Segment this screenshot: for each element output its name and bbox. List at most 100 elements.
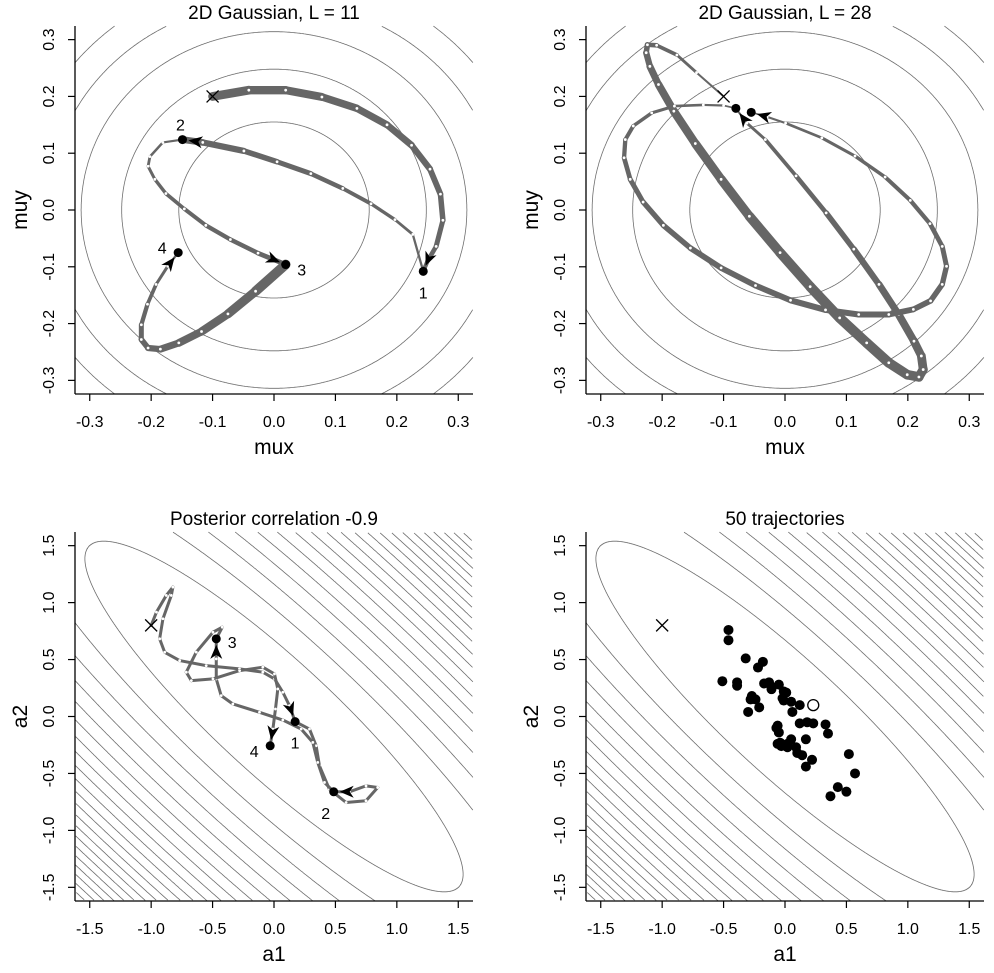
contour-line [121, 68, 427, 352]
trajectory-endpoint-point [808, 718, 819, 729]
leapfrog-step [838, 316, 842, 320]
trajectory-segment [308, 727, 318, 748]
trajectory-segment [311, 740, 320, 764]
leapfrog-step [410, 143, 413, 147]
leapfrog-step [171, 585, 175, 589]
trajectory-endpoint [329, 787, 339, 797]
y-tick-label: -0.3 [552, 366, 569, 394]
trajectory-segment [318, 93, 361, 113]
y-tick-label: -1.5 [552, 873, 569, 901]
plot-area [74, 531, 474, 902]
trajectory-segment [208, 85, 254, 101]
trajectory-segment [853, 154, 887, 179]
x-tick-label: -0.5 [199, 921, 227, 938]
leapfrog-step [284, 88, 288, 92]
leapfrog-step [441, 218, 445, 222]
x-tick-label: 0.0 [263, 921, 285, 938]
contour-line [585, 531, 985, 902]
leapfrog-step [189, 679, 193, 683]
trajectory-segment [214, 677, 223, 698]
leapfrog-step [139, 323, 143, 327]
trajectory-endpoint-point [832, 782, 843, 793]
contour-line [84, 540, 464, 893]
trajectory-segment [787, 297, 829, 313]
contour-line [585, 531, 985, 902]
leapfrog-step [628, 177, 632, 181]
leapfrog-step [158, 347, 162, 351]
leapfrog-step [320, 95, 324, 99]
plot-area [585, 25, 985, 395]
y-tick-label: 0.0 [552, 705, 569, 727]
trajectory-endpoint-point [820, 719, 831, 730]
trajectory-segment [241, 148, 280, 165]
y-tick-label: -0.1 [41, 253, 58, 281]
trajectory-segment [146, 155, 152, 168]
trajectory-segment [231, 702, 262, 714]
trajectory-endpoint-point [807, 754, 818, 765]
trajectory-segment [273, 687, 280, 711]
leapfrog-step [314, 744, 318, 748]
trajectory-2 [621, 103, 950, 318]
trajectory-endpoint-point [782, 742, 793, 753]
trajectory-segment [163, 650, 182, 663]
leapfrog-step [146, 302, 149, 306]
leapfrog-step [200, 330, 203, 333]
contour-line [586, 532, 984, 901]
trajectory-segment [271, 707, 277, 731]
leapfrog-step [695, 71, 698, 74]
endpoint-label: 1 [419, 285, 428, 302]
trajectory-segment [411, 233, 425, 273]
contour-line [585, 25, 985, 395]
contour-line [585, 531, 985, 902]
trajectory-endpoint [265, 741, 275, 751]
leapfrog-step [344, 801, 348, 804]
open-point [807, 698, 820, 712]
y-tick-label: -0.5 [552, 760, 569, 788]
x-tick-label: 0.3 [447, 414, 469, 431]
y-tick-label: 0.3 [552, 28, 569, 50]
arrowhead-icon [739, 113, 753, 128]
leapfrog-step [385, 123, 389, 127]
leapfrog-step [657, 83, 660, 86]
leapfrog-step [623, 138, 627, 141]
leapfrog-step [887, 313, 891, 316]
contour-line [74, 531, 474, 902]
chart-title: 50 trajectories [725, 509, 844, 530]
contour-line [586, 532, 984, 901]
contour-line [586, 532, 984, 901]
leapfrog-step [238, 669, 242, 673]
y-axis-label: a2 [9, 705, 32, 728]
trajectory-segment [820, 136, 857, 158]
trajectory-endpoint-point [743, 706, 754, 717]
trajectory-segment [861, 337, 894, 368]
x-axis-label: mux [765, 436, 805, 459]
leapfrog-step [644, 51, 648, 55]
trajectory-endpoint-point [850, 768, 861, 779]
contour-line [585, 531, 985, 902]
trajectory-endpoint [211, 634, 221, 644]
trajectory-segment [427, 166, 444, 198]
leapfrog-step [154, 282, 158, 286]
leapfrog-step [824, 211, 828, 215]
trajectory-endpoint-point [766, 681, 777, 692]
leapfrog-step [672, 109, 676, 113]
plot-area [585, 531, 985, 902]
trajectory-segment [690, 139, 726, 184]
endpoint-label: 3 [297, 263, 306, 280]
contour-line [591, 31, 979, 389]
contour-line [74, 25, 474, 395]
trajectory-segment [199, 139, 248, 155]
leapfrog-step [139, 338, 143, 341]
leapfrog-step [309, 172, 313, 176]
trajectory-segment [823, 210, 857, 252]
y-tick-label: 0.1 [41, 142, 58, 164]
chart-title: 2D Gaussian, L = 28 [698, 3, 871, 24]
trajectory-endpoint-point [772, 738, 783, 749]
contour-line [80, 31, 468, 389]
trajectory-segment [184, 650, 198, 674]
y-tick-label: 0.0 [41, 199, 58, 221]
leapfrog-step [789, 298, 792, 302]
contour-line [75, 532, 473, 901]
x-axis-label: mux [254, 436, 294, 459]
